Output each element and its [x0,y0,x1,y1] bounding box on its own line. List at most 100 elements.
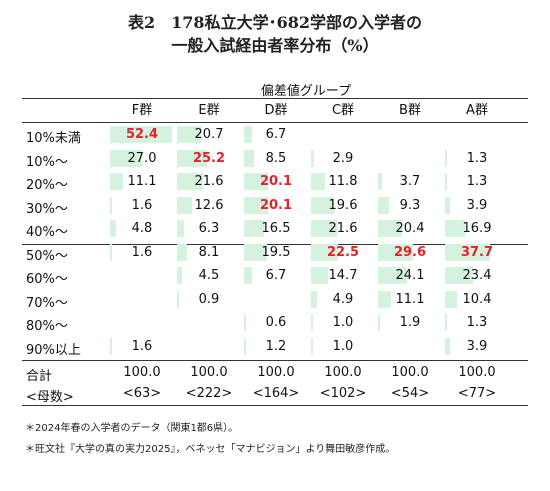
table-cell: 16.9 [462,221,492,236]
column-header-rule [22,122,528,123]
column-header-5: B群 [399,103,421,118]
value-bar [110,173,124,190]
table-cell: 4.9 [332,291,354,307]
value-bar [244,243,268,261]
table-title-line2: 一般入試経由者率分布（%） [171,36,379,55]
value-bar [177,196,192,214]
table-cell: 6.7 [265,268,287,283]
table-cell: 16.5 [261,221,291,236]
value-bar [177,173,203,190]
row-label: 10%未満 [26,131,81,146]
row-label: 60%～ [26,272,68,287]
total-cell: 100.0 [458,365,496,380]
count-cell: <222> [185,386,233,401]
total-row-label: 合計 [26,369,53,384]
table-cell: 1.6 [131,338,153,354]
value-bar [445,337,450,355]
value-bar [311,196,335,214]
table-cell: 52.4 [125,127,159,142]
table-cell: 11.8 [328,174,358,189]
table-cell: 1.6 [131,244,153,260]
column-header-4: C群 [331,103,355,118]
row-label: 20%～ [26,178,68,193]
table-cell: 2.9 [332,150,354,166]
row-label: 40%～ [26,225,68,240]
column-header-3: D群 [264,103,288,118]
value-bar [311,220,337,237]
table-cell: 0.9 [198,291,220,307]
count-cell: <102> [319,386,367,401]
value-bar [445,267,473,284]
value-bar [445,196,450,214]
table-cell: 0.6 [265,315,287,330]
table-cell: 3.9 [466,338,488,354]
table-cell: 21.6 [194,174,224,189]
value-bar [311,267,329,284]
value-bar [110,126,172,143]
table-cell: 6.3 [198,221,220,236]
total-cell: 100.0 [324,365,362,380]
table-title-line1: 表2 178私立大学･682学部の入学者の [128,13,422,32]
table-cell: 9.3 [399,197,421,213]
table-cell: 29.6 [393,244,427,260]
value-bar [378,290,392,308]
count-cell: <164> [252,386,300,401]
value-bar [244,267,252,284]
table-cell: 14.7 [328,268,358,283]
table-cell: 20.1 [259,174,293,189]
value-bar [445,314,447,331]
table-cell: 10.4 [462,291,492,307]
count-row-label: <母数> [26,390,74,405]
table-cell: 1.2 [265,338,287,354]
table-cell: 19.6 [328,197,358,213]
value-bar [110,337,112,355]
value-bar [378,196,389,214]
row-label: 10%～ [26,154,68,170]
header-rule [22,98,528,99]
value-bar [177,267,183,284]
table-cell: 24.1 [395,268,425,283]
table-cell: 1.3 [466,315,488,330]
table-cell: 37.7 [460,244,494,260]
table-cell: 12.6 [194,197,224,213]
value-bar [110,149,142,167]
group-header: 偏差値グループ [260,84,352,99]
value-bar [311,149,315,167]
table-cell: 22.5 [326,244,360,260]
value-bar [445,243,490,261]
table-cell: 4.5 [198,268,220,283]
column-header-2: E群 [198,103,220,118]
table-cell: 1.0 [332,315,354,330]
note-data-source: ＊2024年春の入学者のデータ（関東1都6県）。 [25,423,239,434]
value-bar [177,149,207,167]
table-cell: 20.4 [395,221,425,236]
value-bar [445,149,447,167]
table-cell: 8.5 [265,150,287,166]
table-cell: 4.8 [131,221,153,236]
row-label: 80%～ [26,319,68,334]
value-bar [177,220,185,237]
value-bar [244,337,246,355]
value-bar [445,290,458,308]
bottom-rule [22,405,528,406]
count-cell: <54> [390,386,430,401]
table-cell: 1.3 [466,174,488,189]
value-bar [311,173,325,190]
table-cell: 8.1 [198,244,220,260]
table-cell: 3.9 [466,197,488,213]
value-bar [378,314,381,331]
table-cell: 1.3 [466,150,488,166]
value-bar [311,290,317,308]
table-cell: 1.9 [399,315,421,330]
row-label: 90%以上 [26,342,81,358]
value-bar [244,314,246,331]
value-bar [110,220,116,237]
total-cell: 100.0 [190,365,228,380]
table-cell: 21.6 [328,221,358,236]
value-bar [378,220,403,237]
value-bar [445,173,447,190]
table-cell: 1.6 [131,197,153,213]
table-cell: 11.1 [395,291,425,307]
value-bar [244,173,268,190]
value-bar [177,243,187,261]
